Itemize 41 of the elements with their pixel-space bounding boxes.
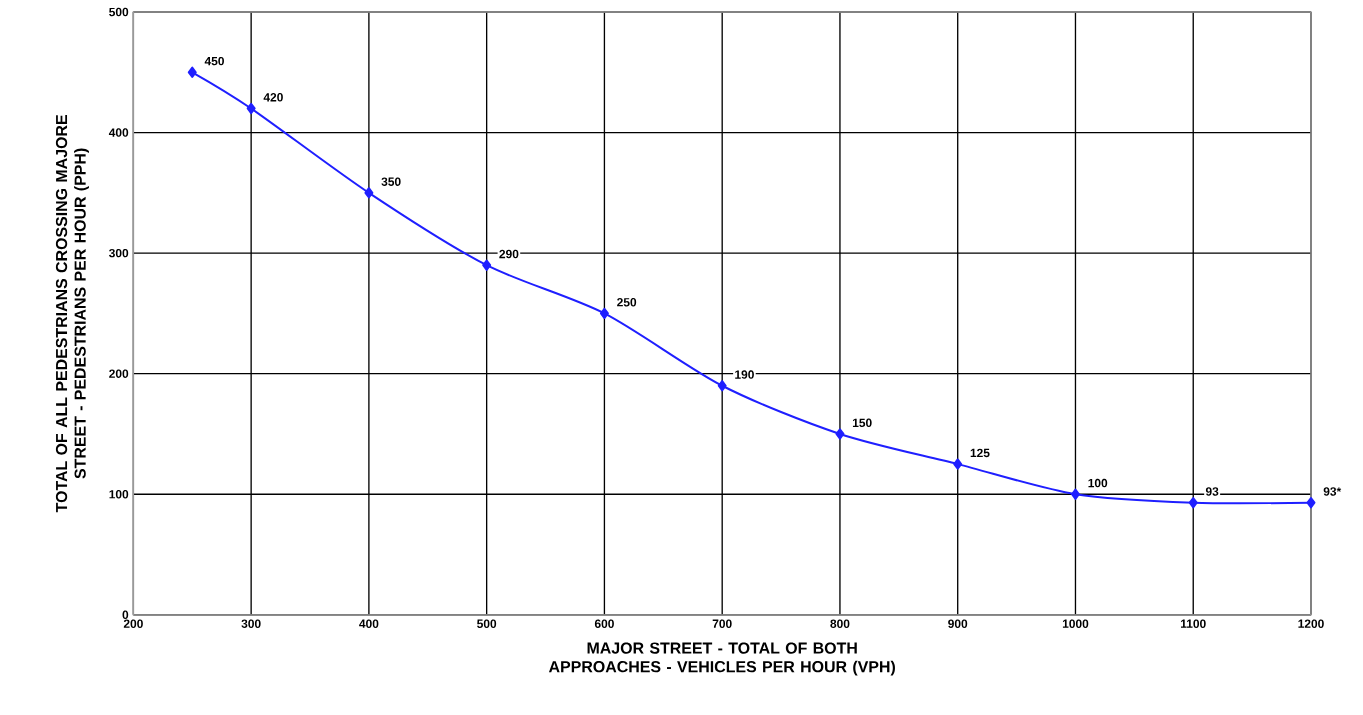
x-axis-title: MAJOR STREET - TOTAL OF BOTH APPROACHES - VEHICLES PER HOUR (VPH) bbox=[548, 642, 895, 676]
x-tick-label: 800 bbox=[830, 619, 850, 629]
point bbox=[953, 458, 963, 470]
point bbox=[1188, 497, 1198, 509]
point bbox=[187, 66, 197, 79]
x-tick-label: 1200 bbox=[1298, 619, 1324, 629]
x-tick-label: 700 bbox=[712, 619, 732, 629]
data-label: 420 bbox=[263, 93, 283, 102]
point bbox=[1070, 488, 1080, 500]
x-tick-label: 200 bbox=[123, 619, 143, 629]
point bbox=[482, 259, 492, 271]
data-label: 250 bbox=[617, 298, 637, 307]
point bbox=[246, 102, 256, 115]
data-label: 150 bbox=[852, 418, 872, 428]
y-tick-label: 0 bbox=[122, 610, 129, 620]
x-tick-label: 500 bbox=[477, 619, 497, 629]
point bbox=[835, 428, 845, 440]
y-tick-label: 200 bbox=[109, 369, 129, 378]
point bbox=[364, 187, 374, 199]
y-tick-label: 500 bbox=[109, 7, 129, 17]
x-tick-label: 900 bbox=[948, 619, 968, 629]
point bbox=[599, 307, 609, 320]
x-tick-label: 1100 bbox=[1181, 619, 1206, 629]
y-tick-label: 400 bbox=[108, 128, 129, 137]
data-label: 93* bbox=[1323, 487, 1342, 496]
data-label: 350 bbox=[381, 177, 401, 186]
data-label: 450 bbox=[204, 56, 224, 66]
data-label: 290 bbox=[499, 249, 519, 259]
y-tick-label: 300 bbox=[109, 248, 129, 258]
point bbox=[1306, 497, 1316, 509]
x-tick-label: 300 bbox=[241, 619, 261, 629]
data-label: 190 bbox=[735, 370, 754, 379]
x-tick-label: 1000 bbox=[1062, 619, 1089, 629]
data-label: 100 bbox=[1088, 478, 1108, 488]
x-tick-label: 600 bbox=[594, 619, 614, 629]
y-axis-title: TOTAL OF ALL PEDESTRIANS CROSSING MAJORE STREET - PEDESTRIANS PER HOUR (PPH) bbox=[55, 115, 89, 513]
data-label: 93 bbox=[1205, 487, 1219, 496]
point bbox=[717, 380, 727, 392]
data-label: 125 bbox=[970, 448, 990, 458]
y-tick-label: 100 bbox=[109, 490, 129, 499]
x-tick-label: 400 bbox=[359, 619, 379, 629]
